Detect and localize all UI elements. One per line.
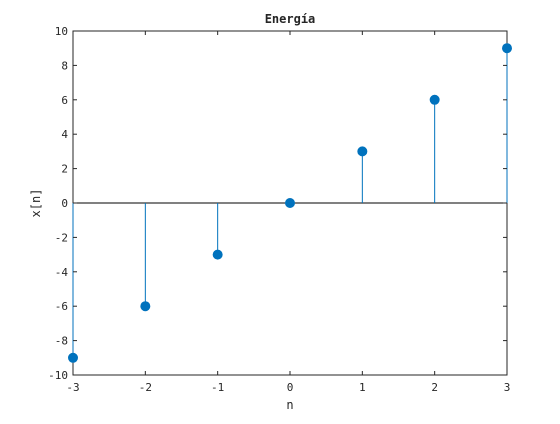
y-tick-label: -10 <box>48 369 68 382</box>
stem-marker <box>357 146 368 157</box>
stem-marker <box>212 249 223 260</box>
y-axis-label: x[n] <box>29 189 43 218</box>
y-tick-label: -8 <box>55 335 68 348</box>
x-axis-label: n <box>286 398 293 412</box>
stem-marker <box>429 94 440 105</box>
x-tick-label: -3 <box>66 381 79 394</box>
y-tick-label: 0 <box>61 197 68 210</box>
x-tick-label: 0 <box>287 381 294 394</box>
y-tick-label: -2 <box>55 231 68 244</box>
x-tick-label: 1 <box>359 381 366 394</box>
stem-marker <box>285 198 295 208</box>
stem-marker <box>140 301 151 312</box>
x-tick-label: 3 <box>504 381 511 394</box>
y-tick-label: 2 <box>61 163 68 176</box>
chart-title: Energía <box>265 12 316 26</box>
y-tick-label: -4 <box>55 266 69 279</box>
x-tick-label: 2 <box>431 381 438 394</box>
stem-marker <box>68 352 78 363</box>
x-tick-label: -1 <box>211 381 224 394</box>
x-tick-label: -2 <box>139 381 152 394</box>
y-tick-label: -6 <box>55 300 68 313</box>
y-tick-label: 6 <box>61 94 68 107</box>
y-tick-label: 4 <box>61 128 68 141</box>
y-tick-label: 8 <box>61 59 68 72</box>
y-tick-label: 10 <box>55 25 68 38</box>
stem-marker <box>502 43 512 54</box>
